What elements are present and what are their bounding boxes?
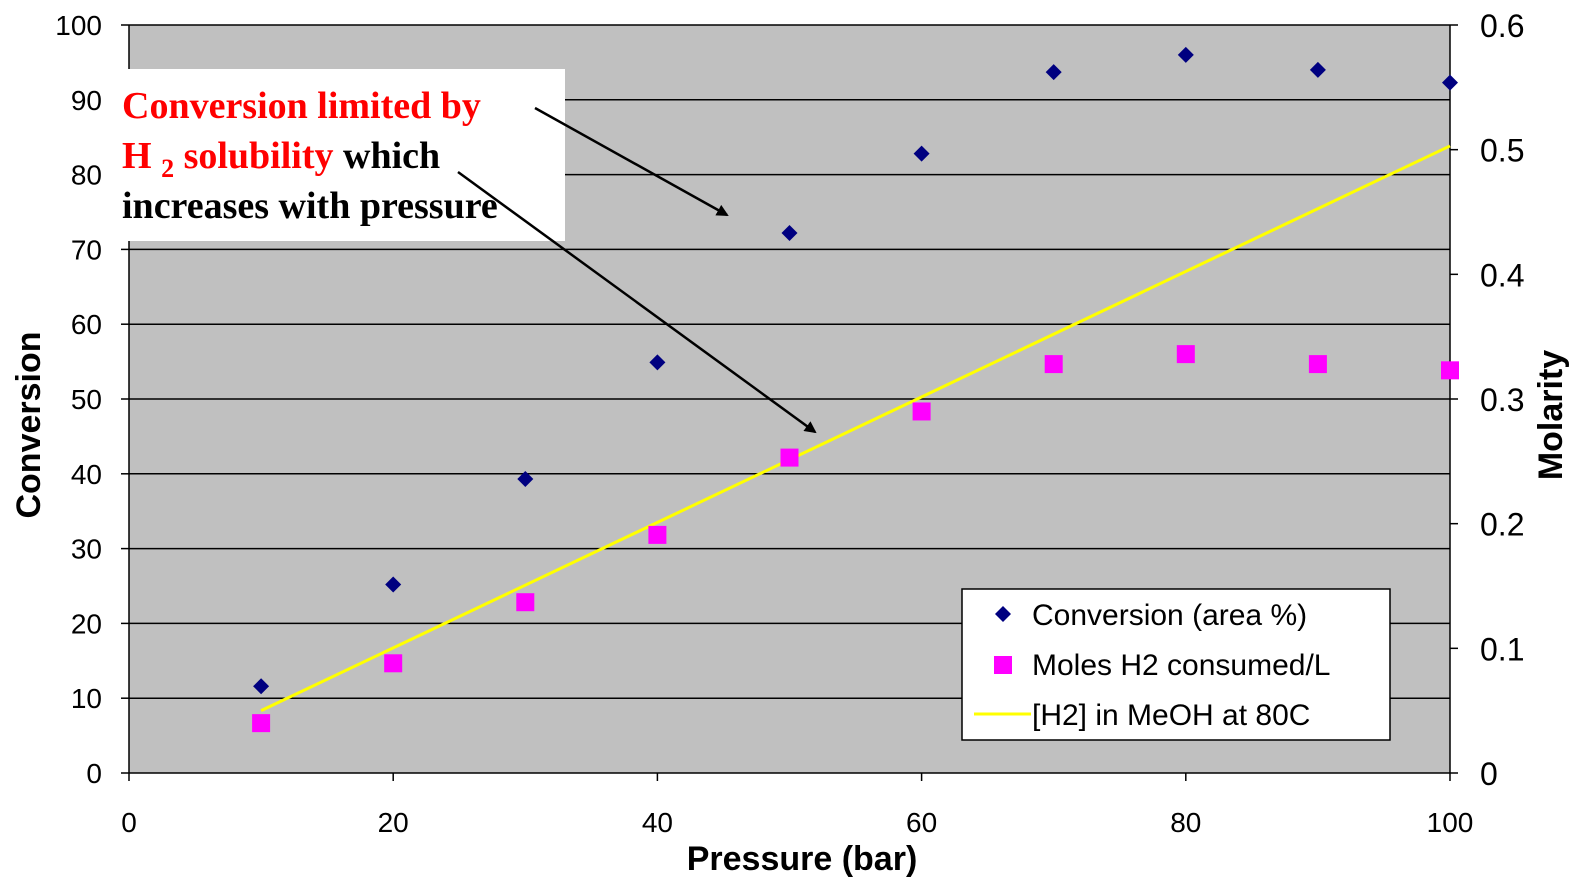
annotation-box xyxy=(112,69,565,241)
y-right-axis-title: Molarity xyxy=(1532,350,1570,480)
conversion-point xyxy=(649,354,666,371)
conversion-point xyxy=(1309,61,1326,78)
conversion-series-layer xyxy=(253,46,1458,695)
y-right-tick-label: 0 xyxy=(1480,756,1498,792)
y-right-tick-label: 0.5 xyxy=(1480,133,1524,169)
conversion-point xyxy=(517,471,534,488)
moles-h2-point xyxy=(1441,361,1459,380)
y-left-tick-label: 90 xyxy=(71,85,102,116)
y-left-tick-label: 80 xyxy=(71,160,102,191)
moles-h2-point xyxy=(1044,355,1063,374)
legend-square-marker xyxy=(994,656,1012,674)
conversion-point xyxy=(385,576,402,593)
moles-h2-point xyxy=(1176,345,1195,364)
annotation-solubility: solubility xyxy=(184,135,334,177)
annotation-red-text: Conversion limited by xyxy=(122,85,481,127)
legend-label-h2-line: [H2] in MeOH at 80C xyxy=(1032,699,1310,732)
x-tick-label: 20 xyxy=(378,807,409,838)
annotation-h2-subscript: 2 xyxy=(161,154,174,183)
y-left-tick-label: 10 xyxy=(71,683,102,714)
legend-label-conversion: Conversion (area %) xyxy=(1032,599,1307,632)
x-axis-title: Pressure (bar) xyxy=(687,840,918,878)
y-left-tick-label: 100 xyxy=(55,10,102,41)
y-right-tick-label: 0.1 xyxy=(1480,631,1524,667)
y-left-axis-title: Conversion xyxy=(10,331,48,518)
y-left-tick-label: 50 xyxy=(71,384,102,415)
conversion-point xyxy=(1045,64,1062,81)
y-right-tick-label: 0.6 xyxy=(1480,8,1524,44)
moles-h2-point xyxy=(252,714,271,733)
conversion-point xyxy=(253,678,270,695)
moles-h2-point xyxy=(912,402,931,421)
conversion-point xyxy=(1442,74,1458,91)
y-left-tick-label: 60 xyxy=(71,309,102,340)
y-left-tick-label: 20 xyxy=(71,608,102,639)
x-tick-label: 80 xyxy=(1170,807,1201,838)
annotation-arrow-2 xyxy=(457,170,817,434)
annotation-line-1: Conversion limited by xyxy=(122,85,481,127)
conversion-point xyxy=(781,224,798,241)
h2-line-layer xyxy=(260,144,1451,713)
conversion-point xyxy=(1177,46,1194,63)
y-right-tick-label: 0.3 xyxy=(1480,382,1524,418)
conversion-point xyxy=(913,145,930,162)
y-left-tick-label: 0 xyxy=(86,758,102,789)
y-left-ticks: 0 10 20 30 40 50 60 70 80 90 100 xyxy=(55,10,102,789)
y-right-tick-label: 0.4 xyxy=(1480,257,1524,293)
legend-label-moles: Moles H2 consumed/L xyxy=(1032,649,1330,682)
moles-series-layer xyxy=(252,345,1459,733)
annotation-line-3: increases with pressure xyxy=(122,185,498,227)
moles-h2-point xyxy=(516,593,535,612)
y-right-tick-label: 0.2 xyxy=(1480,507,1524,543)
y-left-tick-label: 30 xyxy=(71,534,102,565)
moles-h2-point xyxy=(384,654,403,673)
moles-h2-point xyxy=(648,525,667,544)
x-tick-label: 0 xyxy=(121,807,137,838)
x-tick-label: 100 xyxy=(1427,807,1474,838)
x-ticks: 0 20 40 60 80 100 xyxy=(121,807,1473,838)
moles-h2-point xyxy=(780,448,799,467)
annotation-h2-symbol: H xyxy=(122,135,152,177)
y-left-tick-label: 40 xyxy=(71,459,102,490)
moles-h2-point xyxy=(1308,355,1327,374)
annotation-line-2: H 2 solubility which xyxy=(122,135,440,186)
legend-box xyxy=(961,588,1391,741)
annotation-arrow-1 xyxy=(534,106,729,217)
x-tick-label: 60 xyxy=(906,807,937,838)
y-left-tick-label: 70 xyxy=(71,234,102,265)
annotation-which: which xyxy=(343,135,440,177)
x-tick-label: 40 xyxy=(642,807,673,838)
y-right-ticks: 0 0.1 0.2 0.3 0.4 0.5 0.6 xyxy=(1480,8,1524,792)
legend-diamond-marker xyxy=(995,606,1011,622)
h2-solubility-line xyxy=(260,144,1451,713)
